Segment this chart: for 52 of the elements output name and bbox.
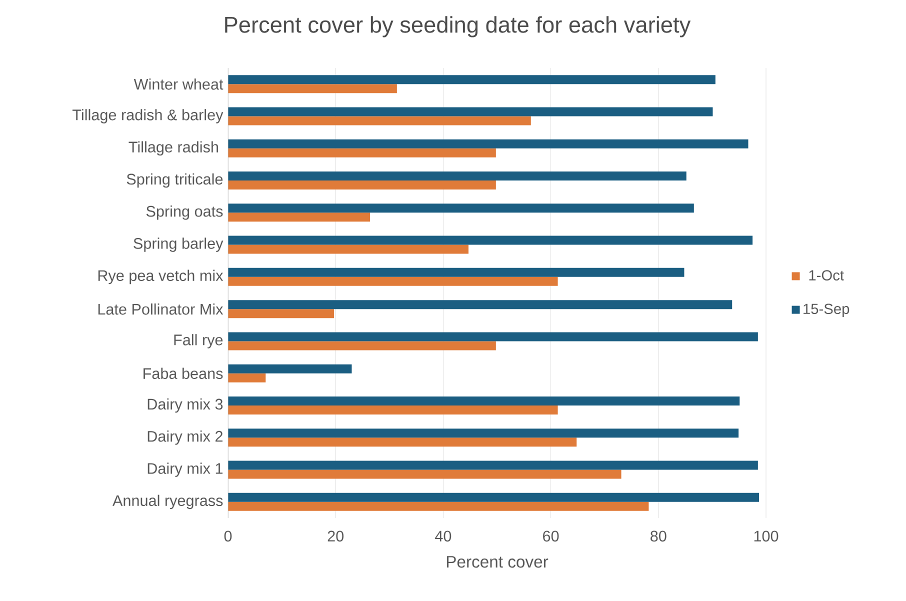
bar [228,75,716,84]
bar [228,332,758,342]
bar [228,428,739,438]
bar [228,244,468,254]
y-tick-label: Rye pea vetch mix [98,270,224,284]
bar [228,341,496,350]
x-tick-label: 80 [650,530,666,542]
bar [228,268,684,277]
bar [228,276,558,286]
legend-label: 1-Oct [809,270,844,280]
y-tick-label: Faba beans [144,368,223,379]
chart-title: Percent cover by seeding date for each variety [225,16,691,38]
y-tick-label: Spring oats [146,206,223,220]
y-tick-label: Dairy mix 2 [148,430,223,445]
bar [228,116,531,126]
y-tick-label: Fall rye [174,334,223,348]
y-tick-label: Tillage radish [128,141,218,156]
bar [228,107,713,116]
bar [228,212,370,222]
y-tick-label: Spring barley [134,238,224,252]
bar [228,309,334,318]
x-tick-label: 60 [543,530,559,542]
bar [228,84,397,94]
x-tick-label: 100 [754,530,778,542]
bar [228,492,760,502]
x-tick-label: 20 [328,530,344,542]
bar [228,470,622,479]
y-tick-label: Winter wheat [134,78,224,90]
bar [228,460,758,470]
bar [228,406,558,415]
bar [228,172,686,181]
bar [228,148,496,158]
x-axis-title: Percent cover [446,556,548,568]
bar [228,180,496,190]
bar [228,396,740,406]
x-tick-label: 0 [224,530,232,542]
bar [228,373,266,382]
y-tick-label: Annual ryegrass [112,494,223,510]
bar [228,139,748,148]
legend-label: 15-Sep [804,304,850,317]
y-tick-label: Spring triticale [126,173,223,188]
bar [228,438,577,447]
y-tick-label: Dairy mix 1 [148,462,223,477]
x-tick-label: 40 [435,530,452,542]
bar [228,204,694,213]
bar [228,300,732,310]
bar [228,364,352,374]
bar [228,236,753,245]
y-tick-label: Tillage radish & barley [72,109,224,124]
y-tick-label: Dairy mix 3 [148,398,223,413]
bar [228,502,649,511]
y-tick-label: Late Pollinator Mix [98,303,224,315]
